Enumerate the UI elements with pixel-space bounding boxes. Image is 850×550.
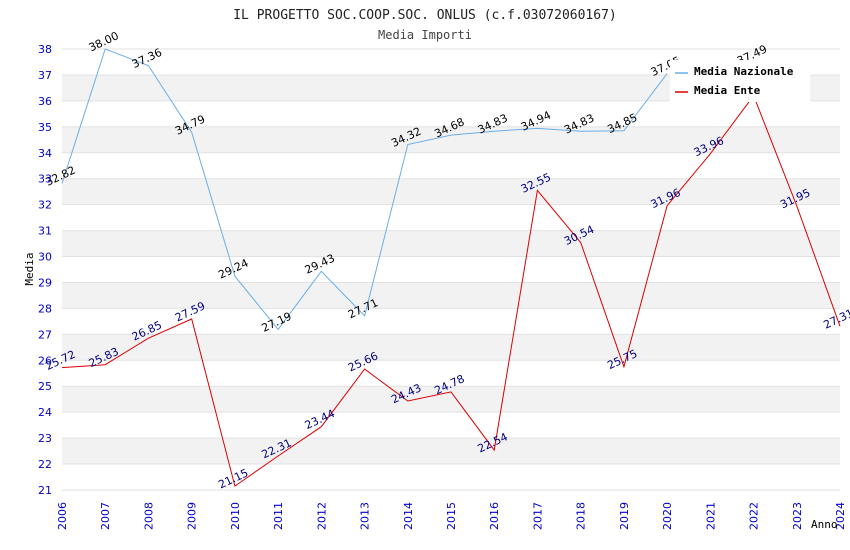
- y-tick-label: 21: [38, 484, 52, 497]
- x-tick-label: 2008: [142, 502, 155, 530]
- x-tick-label: 2016: [488, 502, 501, 530]
- x-tick-label: 2014: [402, 502, 415, 530]
- x-tick-label: 2024: [834, 502, 847, 530]
- legend-box: [670, 60, 810, 102]
- x-tick-label: 2017: [531, 502, 544, 530]
- x-tick-label: 2010: [229, 502, 242, 530]
- grid-band: [62, 438, 840, 465]
- data-label: 38.00: [87, 29, 121, 54]
- x-tick-label: 2015: [445, 502, 458, 530]
- grid-band: [62, 282, 840, 309]
- y-tick-label: 30: [38, 251, 52, 264]
- x-tick-label: 2011: [272, 502, 285, 530]
- x-tick-label: 2022: [748, 502, 761, 530]
- y-axis-ticks: 21 22 23 24 25 26 27 28 29 30 31 32 33 34 35 36 37 38: [38, 43, 52, 497]
- y-tick-label: 35: [38, 121, 52, 134]
- y-tick-label: 29: [38, 276, 52, 289]
- x-tick-label: 2009: [186, 502, 199, 530]
- chart-subtitle: Media Importi: [378, 28, 472, 42]
- y-tick-label: 37: [38, 69, 52, 82]
- grid-band: [62, 334, 840, 361]
- gridlines: [62, 48, 840, 491]
- y-tick-label: 33: [38, 173, 52, 186]
- y-tick-label: 25: [38, 380, 52, 393]
- x-tick-label: 2007: [99, 502, 112, 530]
- legend-label-media-ente: Media Ente: [694, 84, 761, 97]
- y-tick-label: 24: [38, 406, 52, 419]
- x-axis-label: Anno: [811, 518, 838, 531]
- x-tick-label: 2006: [56, 502, 69, 530]
- grid-band: [62, 230, 840, 257]
- x-tick-label: 2019: [618, 502, 631, 530]
- y-tick-label: 38: [38, 43, 52, 56]
- y-tick-label: 32: [38, 199, 52, 212]
- series-line-media-ente: [61, 94, 841, 487]
- grid-bands: [62, 74, 840, 465]
- x-tick-label: 2021: [704, 502, 717, 530]
- legend: Media Nazionale Media Ente: [670, 60, 810, 102]
- x-tick-label: 2012: [315, 502, 328, 530]
- y-axis-label: Media: [23, 252, 36, 285]
- x-tick-label: 2013: [359, 502, 372, 530]
- x-tick-label: 2020: [661, 502, 674, 530]
- y-tick-label: 27: [38, 328, 52, 341]
- series-lines: [61, 49, 841, 487]
- grid-band: [62, 126, 840, 153]
- y-tick-label: 34: [38, 147, 52, 160]
- chart-title: IL PROGETTO SOC.COOP.SOC. ONLUS (c.f.030…: [233, 8, 617, 23]
- x-tick-label: 2023: [791, 502, 804, 530]
- y-tick-label: 36: [38, 95, 52, 108]
- data-label: 29.24: [216, 257, 250, 282]
- y-tick-label: 26: [38, 354, 52, 367]
- y-tick-label: 23: [38, 432, 52, 445]
- data-label: 21.15: [216, 466, 250, 491]
- y-tick-label: 28: [38, 302, 52, 315]
- legend-label-media-nazionale: Media Nazionale: [694, 65, 794, 78]
- grid-band: [62, 178, 840, 205]
- x-tick-label: 2018: [575, 502, 588, 530]
- data-label: 27.31: [822, 307, 850, 332]
- y-tick-label: 22: [38, 458, 52, 471]
- x-axis-ticks: 2006 2007 2008 2009 2010 2011 2012 2013 2014 2015…: [56, 502, 847, 530]
- data-label: 37.36: [130, 46, 164, 71]
- grid-band: [62, 386, 840, 413]
- y-tick-label: 31: [38, 225, 52, 238]
